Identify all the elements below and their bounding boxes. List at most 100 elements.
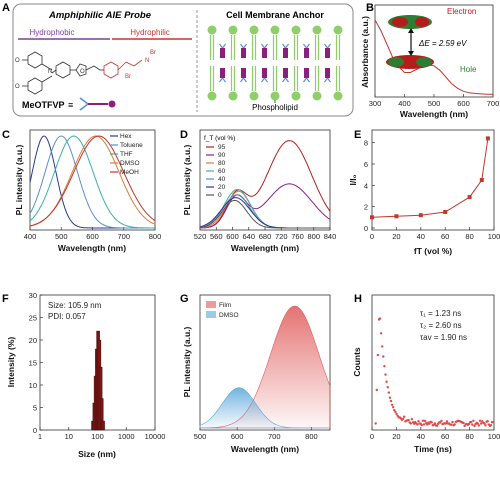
panel-g-xticks: 500 600 700 800 — [194, 427, 318, 441]
legend-ft-0: 0 — [218, 192, 222, 199]
panel-g-ylabel: PL intensity (a.u.) — [182, 326, 192, 397]
decay-point — [430, 421, 433, 424]
legend-dmso: DMSO — [120, 160, 140, 167]
decay-point — [387, 391, 390, 394]
decay-point — [451, 420, 454, 424]
decay-point — [390, 403, 394, 406]
panel-d: D 520 560 600 640 680 720 760 800 840 f_T (vol %… — [180, 129, 336, 253]
panel-c-label: C — [2, 129, 10, 141]
tick-label: 500 — [55, 232, 68, 241]
decay-point — [444, 422, 448, 425]
probe-tail — [306, 77, 310, 83]
tick-label: 600 — [86, 232, 99, 241]
pdi-text: PDI: 0.057 — [48, 312, 86, 321]
decay-point — [471, 423, 474, 426]
panel-d-curves — [199, 140, 331, 229]
decay-point — [435, 424, 439, 427]
panel-d-label: D — [180, 129, 188, 141]
lipid-head-bottom — [270, 91, 280, 101]
spectrum-ft-95 — [200, 140, 331, 229]
panel-e-axes — [371, 129, 495, 231]
tau2-text: τ₂ = 2.60 ns — [420, 321, 462, 330]
probe-tail — [324, 43, 328, 49]
panel-e-label: E — [354, 129, 361, 141]
orbital-hole — [386, 55, 434, 69]
probe-tail — [303, 77, 307, 83]
decay-point — [422, 423, 426, 426]
tick-label: 600 — [457, 99, 470, 108]
panel-c-legend: Hex Toluene THF DMSO MeOH — [110, 133, 143, 176]
decay-point — [450, 423, 453, 426]
probe-body — [325, 68, 330, 78]
legend-ft-80: 80 — [218, 160, 226, 167]
panel-h: H 0 20 40 60 80 100 τ₁ = 1.23 ns τ₂ = 2.60 ns… — [352, 293, 500, 454]
tick-label: 10000 — [145, 432, 166, 441]
panel-g-axes — [199, 294, 331, 431]
lipid-head-top — [228, 25, 238, 35]
tick-label: 300 — [369, 99, 382, 108]
tick-label: 10 — [65, 432, 73, 441]
tau-av-text: τav = 1.90 ns — [420, 333, 467, 342]
tick-label: 600 — [226, 232, 239, 241]
gap-label: ΔE = 2.59 eV — [418, 39, 467, 48]
panel-b: B 300 400 500 600 700 Electron Hole ΔE = 2.5… — [360, 2, 499, 119]
probe-body — [304, 48, 309, 58]
panel-h-points — [374, 317, 495, 428]
decay-point — [486, 420, 489, 423]
decay-point — [385, 380, 388, 383]
probe-tail — [240, 43, 244, 49]
decay-point — [395, 412, 398, 416]
ratio-line — [371, 138, 489, 218]
tick-label: 800 — [305, 432, 318, 441]
decay-point — [483, 422, 486, 425]
nitrogen-atom: N — [48, 69, 52, 75]
decay-point — [426, 423, 429, 426]
ytick-label: 4 — [364, 181, 368, 190]
panel-f-ylabel: Intensity (%) — [6, 337, 16, 388]
gap-arrow-head-up — [408, 28, 414, 33]
decay-point — [470, 420, 473, 424]
tick-label: 680 — [259, 232, 272, 241]
panel-g-label: G — [180, 293, 189, 305]
panel-h-label: H — [354, 293, 362, 305]
probe-tail — [264, 77, 268, 83]
decay-point — [394, 410, 397, 414]
tick-label: 700 — [117, 232, 130, 241]
decay-point — [476, 422, 479, 425]
ytick-label: 0 — [364, 224, 368, 233]
legend-swatch — [206, 311, 216, 318]
decay-point — [410, 418, 414, 421]
decay-point — [440, 419, 443, 422]
legend-dmso: DMSO — [219, 312, 239, 319]
decay-point — [392, 406, 395, 409]
panel-e: E 0 20 40 60 80 100 0 2 4 6 8 fT (vol %) I/I₀ — [348, 129, 500, 256]
tick-label: 700 — [487, 99, 500, 108]
hydrophilic-label: Hydrophilic — [130, 28, 170, 37]
tick-label: 760 — [291, 232, 304, 241]
spectrum-toluene — [29, 135, 155, 229]
spectrum-ft-0 — [199, 199, 330, 229]
bromide-1: Br — [150, 50, 156, 56]
decay-point — [445, 420, 449, 423]
ratio-point — [485, 136, 490, 141]
probe-tail — [327, 43, 331, 49]
legend-film: Film — [219, 302, 231, 309]
panel-f-bars — [91, 330, 105, 431]
gap-arrow-head-down — [408, 51, 414, 56]
probe-tail — [219, 43, 223, 49]
tick-label: 20 — [392, 432, 400, 441]
panel-a-frame — [12, 3, 354, 117]
panel-b-label: B — [366, 2, 374, 14]
tau1-text: τ₁ = 1.23 ns — [420, 309, 461, 318]
legend-ft-95: 95 — [218, 144, 226, 151]
decay-point — [401, 417, 405, 420]
panel-a: A Amphiphilic AIE Probe Hydrophobic Hydr… — [2, 2, 354, 117]
tick-label: 0 — [370, 432, 374, 441]
decay-point — [393, 409, 396, 412]
tick-label: 1 — [38, 432, 42, 441]
tick-label: 560 — [210, 232, 223, 241]
legend-ft-60: 60 — [218, 168, 226, 175]
panel-e-ylabel: I/I₀ — [348, 174, 358, 185]
